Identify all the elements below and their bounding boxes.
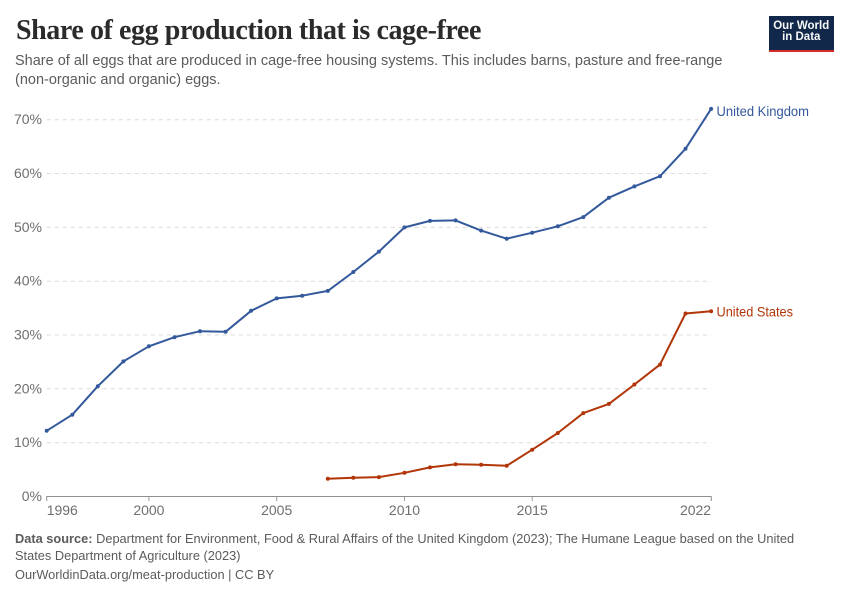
svg-text:0%: 0% [22,488,42,504]
svg-text:2005: 2005 [261,502,292,518]
svg-text:2010: 2010 [389,502,420,518]
svg-text:30%: 30% [14,327,42,343]
svg-text:40%: 40% [14,273,42,289]
svg-text:1996: 1996 [47,502,78,518]
svg-text:United Kingdom: United Kingdom [717,103,810,119]
svg-text:United States: United States [717,304,794,320]
svg-text:70%: 70% [14,111,42,127]
svg-text:60%: 60% [14,165,42,181]
svg-text:10%: 10% [14,434,42,450]
svg-text:50%: 50% [14,219,42,235]
svg-text:2000: 2000 [133,502,164,518]
svg-text:20%: 20% [14,380,42,396]
svg-text:2022: 2022 [680,502,711,518]
svg-text:2015: 2015 [517,502,548,518]
